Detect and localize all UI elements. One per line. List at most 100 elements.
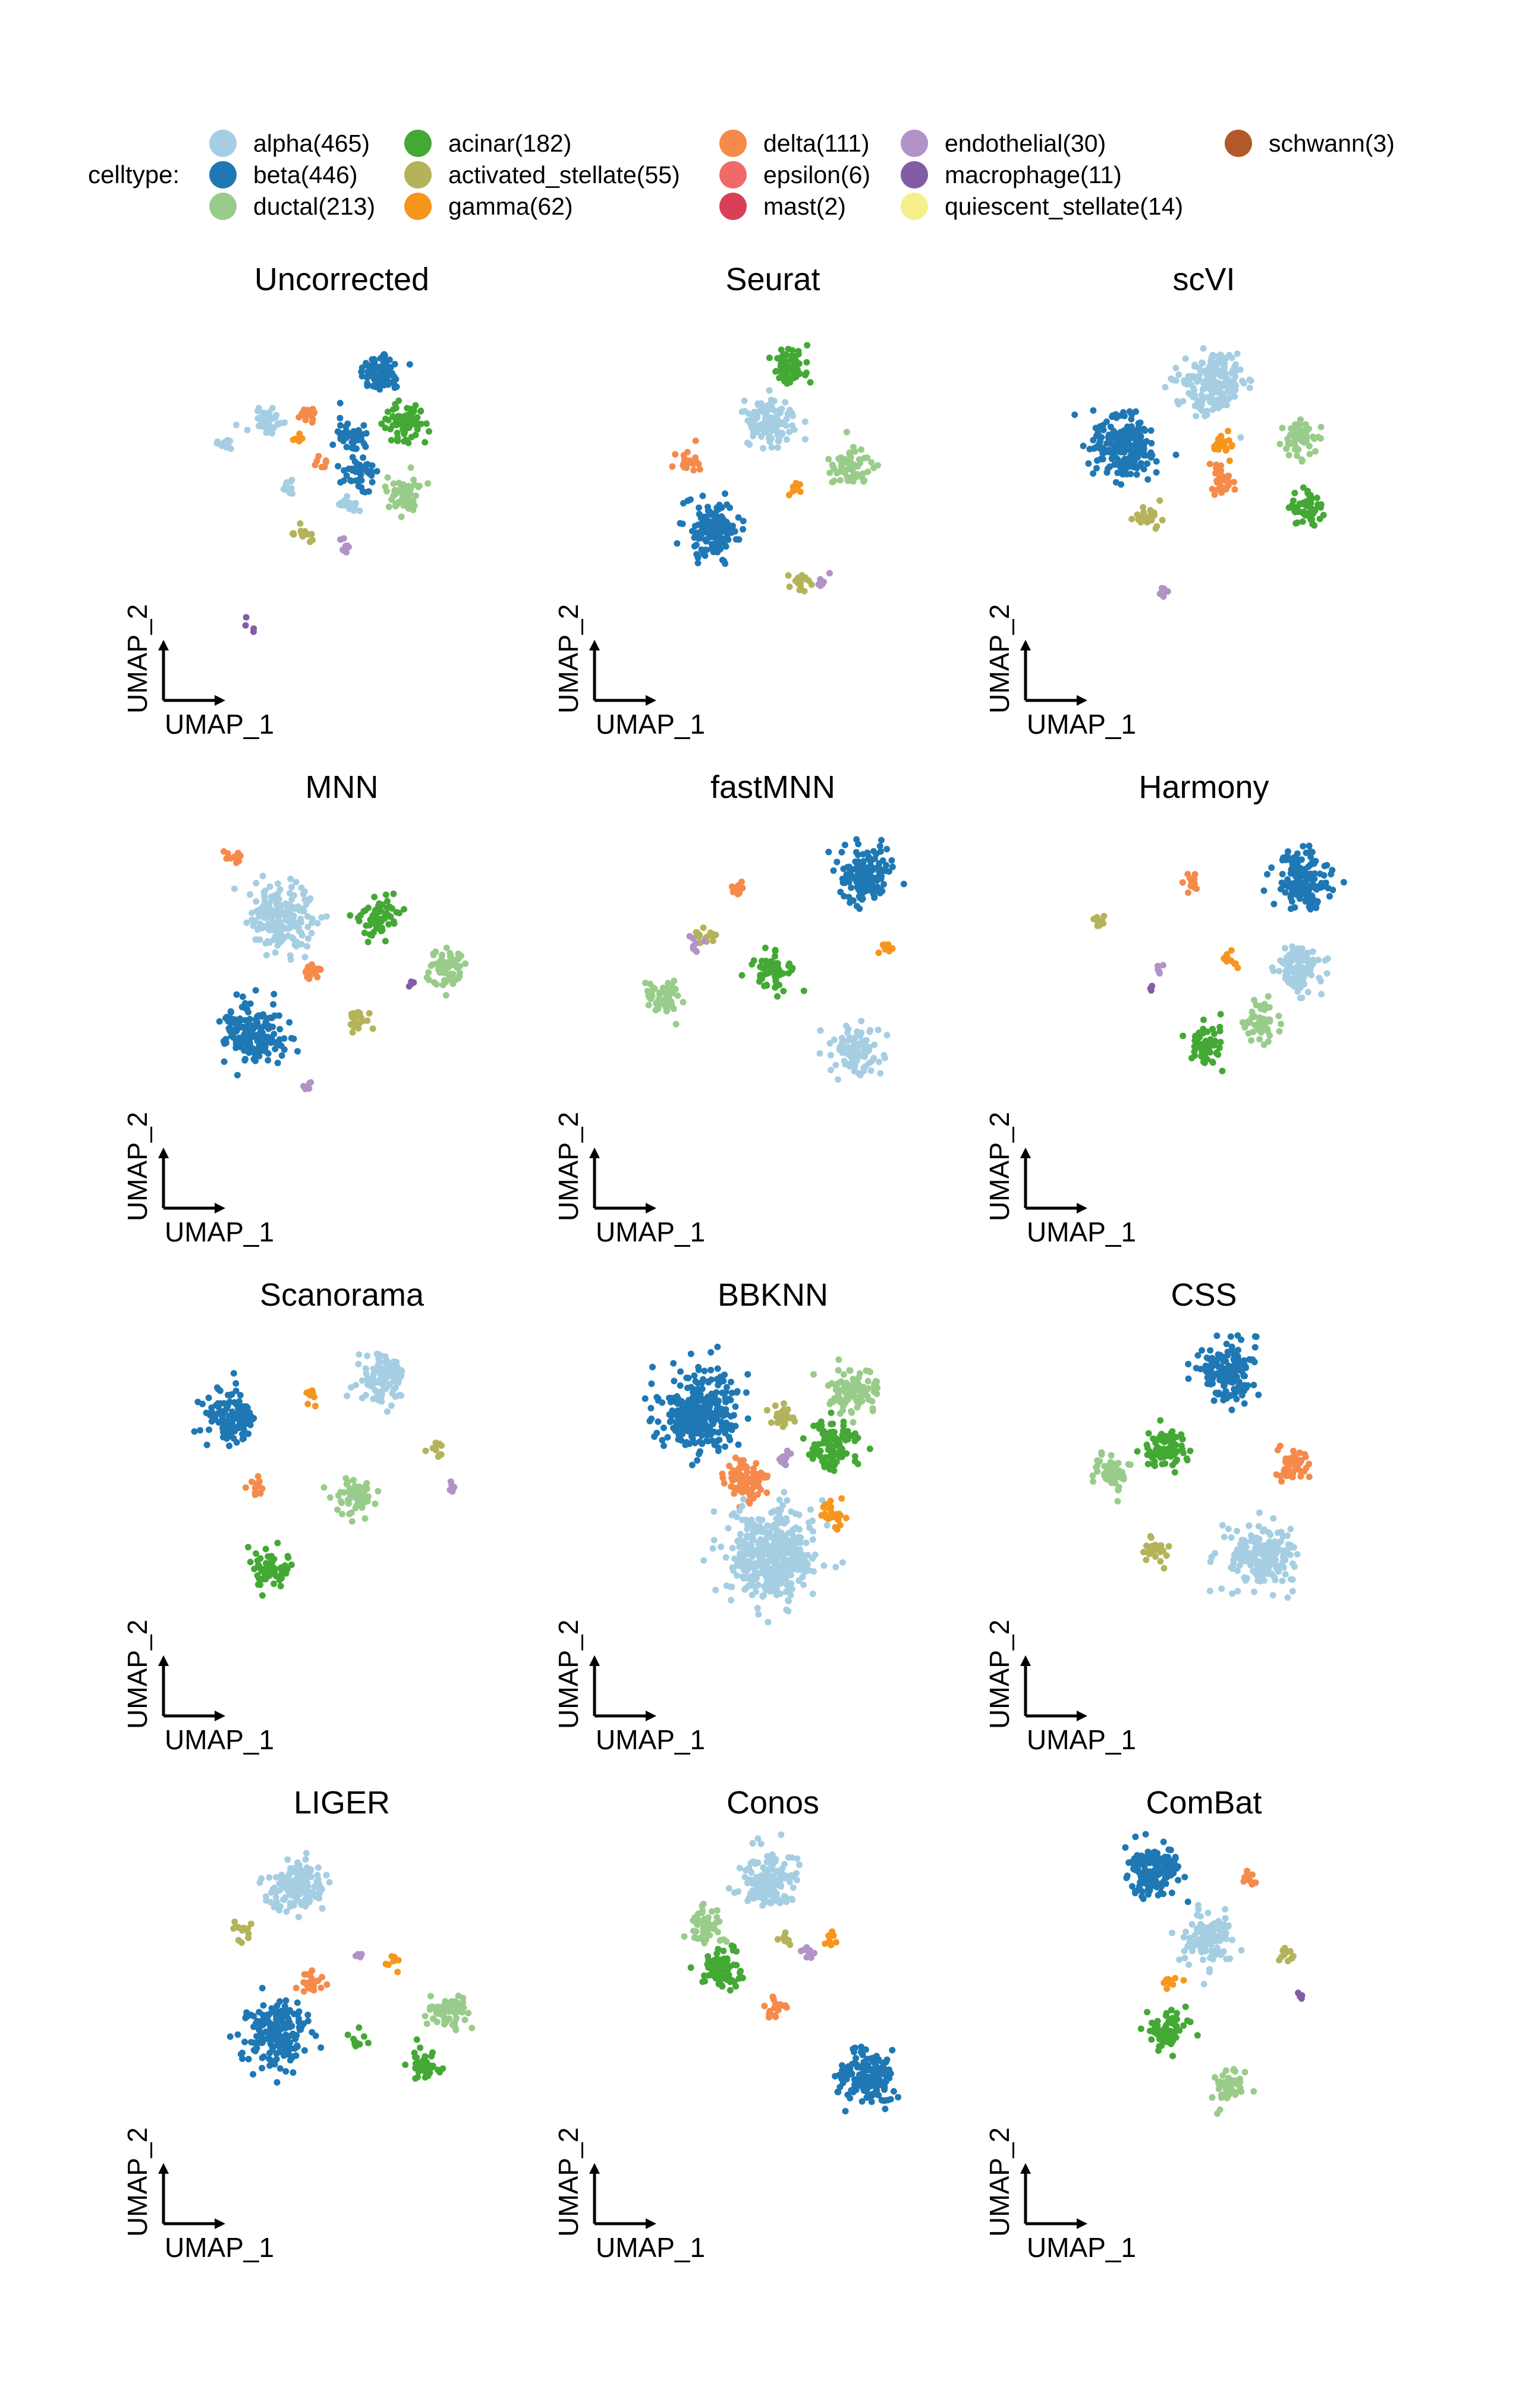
point-beta [707, 1376, 715, 1383]
point-beta [722, 1388, 729, 1395]
point-gamma [827, 1498, 834, 1504]
point-beta [380, 351, 388, 358]
point-alpha [370, 1395, 377, 1403]
point-alpha [1209, 406, 1216, 413]
point-ductal [1300, 427, 1307, 434]
point-ductal [665, 987, 672, 994]
point-ductal [1098, 1449, 1105, 1456]
point-ductal [1260, 1041, 1267, 1048]
point-activated_stellate [1156, 1545, 1163, 1552]
point-delta [1212, 470, 1219, 477]
point-ductal [860, 478, 867, 485]
point-ductal [851, 448, 858, 455]
point-alpha [778, 420, 785, 427]
x-arrowhead-icon [1077, 1203, 1087, 1214]
point-acinar [1187, 1447, 1194, 1454]
point-alpha [265, 920, 272, 928]
point-alpha [727, 1583, 734, 1590]
point-alpha [252, 936, 259, 943]
point-acinar [1160, 1452, 1167, 1459]
scatter-points [213, 351, 432, 635]
point-alpha [1202, 413, 1209, 420]
point-alpha [221, 439, 228, 447]
point-ductal [1291, 421, 1298, 428]
legend-label: quiescent_stellate(14) [945, 192, 1184, 220]
point-gamma [838, 1495, 845, 1502]
point-beta [866, 856, 873, 863]
point-activated_stellate [1152, 525, 1159, 532]
cluster-acinar [1180, 1011, 1226, 1074]
point-endothelial [1160, 593, 1167, 600]
point-ductal [395, 479, 402, 486]
point-delta [680, 462, 687, 469]
point-ductal [1089, 1472, 1096, 1479]
point-ductal [413, 492, 419, 499]
point-alpha [1220, 390, 1227, 397]
point-ductal [390, 480, 397, 487]
cluster-gamma [785, 480, 804, 499]
point-beta [863, 879, 870, 886]
point-beta [744, 1371, 751, 1378]
point-beta [712, 510, 718, 517]
point-delta [763, 1489, 770, 1497]
point-ductal [837, 1399, 844, 1406]
point-alpha [398, 1392, 405, 1399]
point-beta [733, 1389, 740, 1396]
point-beta [278, 1052, 285, 1059]
point-beta [839, 879, 847, 886]
point-alpha [820, 1562, 828, 1569]
point-beta [1215, 1370, 1222, 1378]
point-ductal [353, 1501, 360, 1508]
point-alpha [253, 898, 260, 905]
cluster-beta [358, 351, 413, 393]
point-ductal [1297, 416, 1304, 423]
point-ductal [398, 513, 405, 520]
cluster-acinar [738, 944, 807, 1000]
point-acinar [782, 359, 790, 366]
point-alpha [754, 1582, 762, 1589]
point-alpha [318, 914, 325, 921]
point-acinar [866, 1445, 873, 1453]
point-acinar [1171, 1469, 1178, 1476]
point-delta [309, 961, 315, 968]
point-alpha [253, 879, 260, 887]
point-alpha [1269, 1592, 1276, 1599]
point-alpha [379, 1365, 386, 1372]
point-alpha [867, 1067, 875, 1074]
point-alpha [1309, 948, 1316, 955]
point-endothelial [784, 1447, 791, 1454]
point-alpha [1207, 381, 1214, 388]
point-alpha [773, 1515, 780, 1522]
point-acinar [803, 369, 810, 376]
point-ductal [385, 503, 392, 510]
point-beta [336, 414, 344, 422]
point-beta [655, 1418, 662, 1425]
point-beta [732, 536, 740, 543]
point-ductal [1251, 996, 1257, 1004]
point-beta [343, 472, 350, 479]
point-ductal [432, 961, 439, 967]
point-acinar [382, 938, 389, 945]
cluster-activated_stellate [289, 520, 316, 545]
point-delta [1290, 1453, 1297, 1460]
point-alpha [748, 1542, 755, 1549]
cluster-ductal [423, 944, 469, 999]
point-beta [670, 1425, 677, 1432]
point-beta [336, 400, 344, 407]
cluster-ductal [1239, 993, 1284, 1048]
point-beta [697, 1429, 704, 1436]
point-ductal [851, 461, 857, 469]
point-beta [406, 361, 413, 368]
point-acinar [269, 1569, 276, 1576]
point-ductal [647, 992, 654, 999]
point-acinar [820, 1437, 828, 1444]
point-alpha [862, 1062, 869, 1070]
x-axis-label: UMAP_1 [596, 1216, 705, 1247]
point-beta [1138, 445, 1146, 452]
point-acinar [839, 1428, 847, 1434]
point-alpha [307, 895, 314, 902]
point-beta [1255, 1391, 1262, 1398]
point-beta [1130, 432, 1137, 439]
point-activated_stellate [1096, 920, 1103, 928]
point-beta [661, 1442, 667, 1450]
